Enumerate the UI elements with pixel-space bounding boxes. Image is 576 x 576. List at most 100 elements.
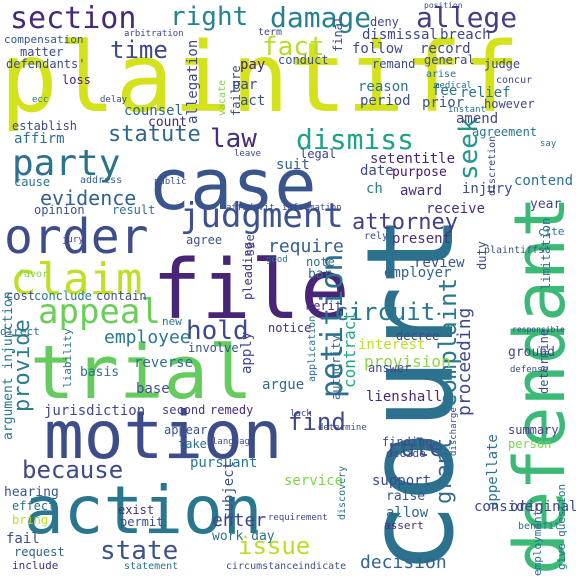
cloud-word: enter [212, 510, 267, 531]
cloud-word: allow [386, 505, 429, 521]
cloud-word: trial [30, 330, 253, 416]
cloud-word: pay [240, 57, 266, 73]
cloud-word: remand [372, 57, 416, 71]
cloud-word: agree [186, 233, 223, 247]
cloud-word: jurisdiction [44, 403, 146, 419]
cloud-word: contract [340, 310, 359, 388]
cloud-word: fee [432, 83, 458, 99]
cloud-word: remedy [210, 403, 254, 417]
cloud-word: address [80, 175, 123, 186]
cloud-word: however [484, 97, 535, 111]
cloud-word: second [162, 403, 206, 417]
cloud-word: ground [508, 345, 555, 360]
cloud-word: employee [104, 327, 191, 348]
cloud-word: agreement [472, 125, 538, 139]
cloud-word: plaintiff [0, 22, 521, 134]
cloud-word: say [540, 139, 557, 149]
cloud-word: award [400, 183, 443, 199]
cloud-word: determine [318, 423, 367, 433]
cloud-word: statute [108, 122, 201, 147]
cloud-word: bring [12, 513, 49, 527]
cloud-word: argue [262, 377, 305, 393]
cloud-word: public [154, 177, 187, 187]
cloud-word: take [178, 437, 207, 451]
cloud-word: attorney [352, 210, 458, 235]
cloud-word: discharge [449, 407, 459, 456]
cloud-word: failure [229, 65, 243, 116]
cloud-word: direct [0, 325, 40, 338]
cloud-word: cost [6, 289, 35, 303]
cloud-word: counsel [124, 103, 184, 119]
cloud-word: subject [221, 460, 237, 520]
cloud-word: basis [80, 365, 120, 380]
cloud-word: opinion [34, 203, 85, 217]
cloud-word: conclude [34, 289, 92, 303]
cloud-word: hold [186, 316, 249, 346]
cloud-word: deny [370, 15, 399, 29]
cloud-word: arise [426, 69, 457, 80]
cloud-word: notice [268, 321, 312, 335]
cloud-word: liability [61, 328, 74, 388]
cloud-word: authority [329, 334, 343, 400]
cloud-word: appear [164, 423, 208, 437]
cloud-word: appeal [38, 292, 161, 332]
cloud-word: decision [360, 552, 447, 573]
cloud-word: right [170, 2, 249, 32]
cloud-word: provision [364, 352, 451, 371]
cloud-word: bar [308, 267, 332, 282]
cloud-word: time [110, 36, 168, 64]
cloud-word: law [210, 124, 257, 154]
cloud-word: concur [496, 75, 533, 86]
cloud-word: loss [62, 73, 91, 87]
cloud-word: section [10, 1, 137, 36]
cloud-word: case [148, 144, 317, 226]
cloud-word: action [24, 472, 263, 549]
cloud-word: rule [386, 434, 444, 462]
cloud-word: determine [537, 328, 551, 394]
cloud-word: order [4, 209, 149, 265]
cloud-word: amend [456, 111, 499, 127]
cloud-word: interest [358, 337, 426, 353]
cloud-word: proceeding [454, 307, 475, 416]
cloud-word: evidence [40, 186, 137, 210]
cloud-word: count [148, 115, 188, 130]
cloud-word: fact [262, 32, 325, 62]
cloud-word: decide [386, 447, 426, 460]
cloud-word: damage [270, 1, 372, 34]
cloud-word: arbitration [124, 29, 184, 39]
cloud-word: summary [508, 423, 559, 437]
cloud-word: defendants' [6, 57, 86, 71]
cloud-word: review [414, 255, 465, 271]
cloud-word: exist [118, 503, 155, 517]
cloud-word: benefit [518, 521, 561, 532]
cloud-word: term [258, 27, 283, 38]
cloud-word: raise [386, 489, 426, 504]
cloud-word: par [232, 77, 258, 93]
cloud-word: receive [426, 201, 486, 217]
cloud-word: find [288, 408, 346, 436]
cloud-word: finding [382, 435, 433, 449]
cloud-word: application [307, 315, 318, 382]
cloud-word: vacate [217, 79, 228, 116]
cloud-word: cause [14, 175, 51, 189]
cloud-word: record [420, 41, 471, 57]
cloud-word: contend [514, 173, 574, 189]
cloud-word: merit [306, 299, 343, 313]
cloud-word: prior [422, 95, 465, 111]
cloud-word: entitle [396, 151, 456, 167]
cloud-word: requirement [268, 513, 328, 523]
cloud-word: ecc [32, 95, 49, 105]
cloud-word: require [268, 236, 344, 257]
cloud-word: present [392, 231, 452, 247]
cloud-word: medical [434, 81, 472, 91]
cloud-word: general [424, 53, 475, 67]
cloud-word: information [282, 203, 342, 213]
cloud-word: reason [358, 79, 409, 95]
cloud-word: good [266, 255, 288, 265]
cloud-word: cite [538, 225, 565, 238]
cloud-word: relief [460, 85, 511, 101]
cloud-word: include [12, 559, 59, 572]
cloud-word: circuit [334, 298, 436, 326]
cloud-word: original [510, 499, 576, 515]
